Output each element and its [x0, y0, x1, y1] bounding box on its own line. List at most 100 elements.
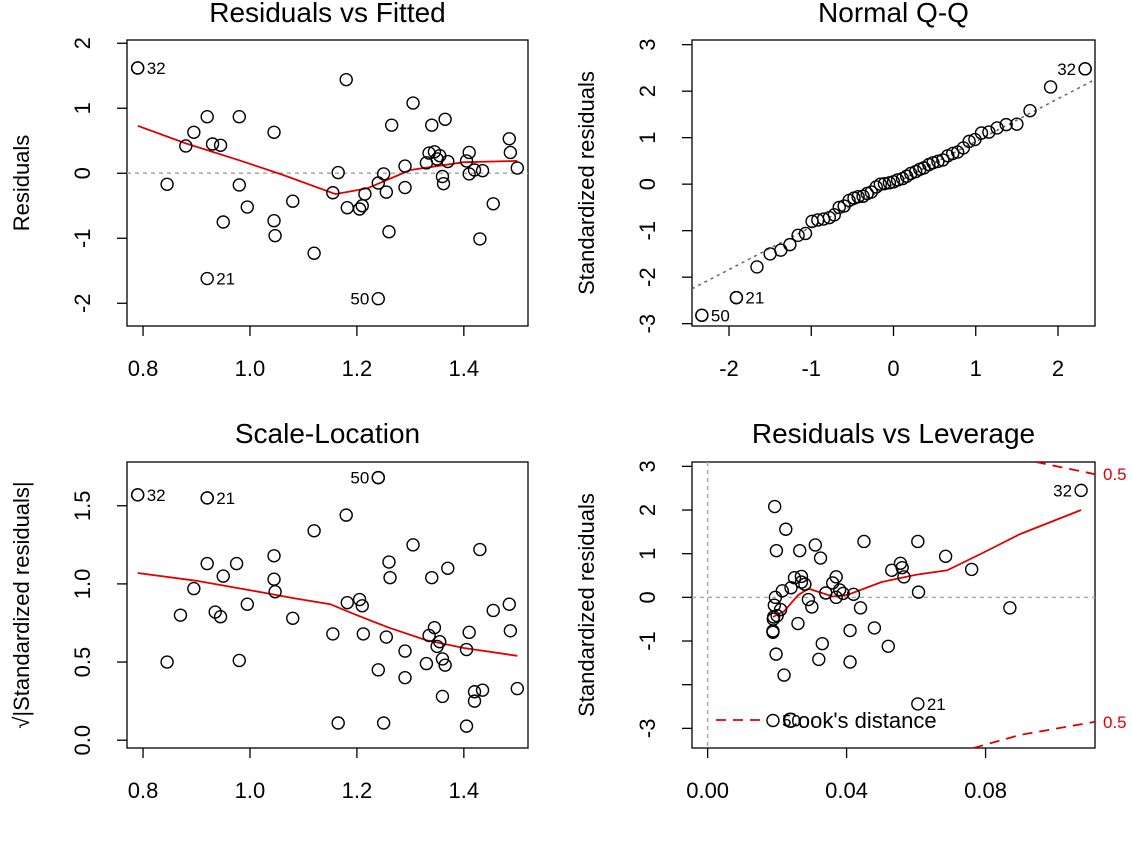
data-point — [435, 652, 450, 666]
data-point — [229, 556, 244, 571]
plot-area — [692, 462, 1095, 748]
data-point — [853, 601, 868, 615]
data-point — [352, 592, 367, 607]
data-point — [791, 616, 805, 631]
point-label: 50 — [711, 306, 730, 325]
data-point — [200, 109, 214, 124]
data-point — [467, 163, 482, 177]
data-point — [435, 169, 450, 184]
y-tick-label: 1 — [635, 548, 660, 560]
data-point — [936, 153, 950, 167]
chart-title: Residuals vs Leverage — [752, 418, 1035, 449]
data-point — [846, 587, 861, 602]
data-point — [794, 569, 809, 584]
data-point — [486, 197, 500, 211]
data-point — [331, 165, 345, 180]
data-point — [926, 156, 940, 170]
y-tick-label: 1 — [70, 102, 95, 114]
data-point — [856, 189, 870, 203]
data-point — [268, 585, 282, 599]
data-point — [232, 109, 246, 124]
plot-frame — [126, 461, 529, 749]
data-point — [406, 96, 420, 110]
data-point — [379, 630, 394, 644]
data-point — [832, 200, 846, 215]
x-tick-label: 1.0 — [235, 356, 266, 381]
data-point — [376, 167, 391, 181]
data-point — [339, 72, 353, 87]
y-tick-label: 1.5 — [70, 490, 95, 521]
data-point — [371, 663, 385, 677]
panel-normal-q-q: Normal Q-Q -2 -1 0 1 2 -3 -2 -1 0 1 2 3 Standardized … — [574, 0, 1096, 381]
y-axis-label: √|Standardized residuals| — [9, 481, 34, 728]
data-point — [267, 213, 281, 228]
point-label: 32 — [147, 59, 166, 78]
data-point — [200, 271, 214, 286]
data-point — [832, 583, 847, 597]
y-tick-label: 1 — [635, 132, 660, 144]
point-label: 21 — [216, 270, 235, 289]
data-point — [974, 126, 989, 140]
data-point — [240, 597, 255, 611]
data-point — [398, 159, 412, 173]
data-point — [791, 228, 805, 243]
panel-scale-location: Scale-Location 0.8 1.0 1.2 1.4 0.0 0.5 1.0 1.5 √|… — [9, 418, 529, 803]
data-point — [1043, 80, 1058, 94]
data-point — [857, 534, 871, 549]
data-point — [160, 655, 174, 669]
data-point — [783, 237, 797, 252]
data-point — [931, 154, 945, 169]
panel-residuals-vs-fitted: Residuals vs Fitted 0.8 1.0 1.2 1.4 -2 -1 0 1 2 Re… — [9, 0, 529, 381]
data-point — [836, 586, 850, 601]
plot-frame — [691, 461, 1096, 749]
data-point — [286, 611, 300, 625]
data-point — [829, 590, 843, 605]
data-point — [864, 185, 878, 199]
data-point — [436, 176, 451, 191]
point-label: 21 — [745, 289, 764, 308]
point-label: 21 — [216, 489, 235, 508]
data-point — [964, 562, 979, 577]
data-point — [232, 653, 246, 668]
data-point — [441, 561, 455, 575]
data-point — [510, 681, 525, 696]
data-point — [1078, 62, 1092, 76]
x-tick-label: 1.2 — [342, 356, 373, 381]
x-tick-label: 0 — [887, 356, 899, 381]
data-point — [371, 292, 385, 306]
data-point — [200, 556, 214, 571]
data-point — [427, 620, 442, 635]
point-label: 32 — [1057, 60, 1076, 79]
data-point — [438, 112, 452, 127]
data-point — [877, 176, 892, 191]
data-point — [459, 154, 474, 168]
y-tick-label: -1 — [70, 228, 95, 248]
data-point — [486, 603, 500, 618]
x-tick-label: 1 — [970, 356, 982, 381]
y-tick-label: 2 — [635, 85, 660, 97]
point-label: 50 — [350, 290, 369, 309]
data-point — [769, 647, 783, 661]
data-point — [179, 139, 193, 153]
y-axis-label: Standardized residuals — [574, 493, 599, 717]
data-point — [307, 246, 321, 260]
data-point — [798, 226, 813, 241]
chart-title: Residuals vs Fitted — [209, 0, 446, 28]
data-point — [510, 161, 525, 175]
point-label: 50 — [350, 469, 369, 488]
y-tick-label: 0 — [70, 167, 95, 179]
data-point — [475, 163, 490, 178]
data-point — [766, 713, 780, 728]
y-tick-label: -3 — [635, 314, 660, 334]
data-point — [213, 138, 228, 153]
data-point — [890, 173, 905, 187]
chart-title: Normal Q-Q — [818, 0, 969, 28]
plot-frame — [126, 39, 529, 327]
y-tick-label: 2 — [635, 504, 660, 516]
data-point — [815, 636, 829, 651]
data-point — [340, 200, 354, 215]
smoother-line — [772, 509, 1082, 618]
data-point — [467, 694, 482, 708]
y-tick-label: -1 — [635, 631, 660, 651]
x-tick-label: 1.2 — [342, 778, 373, 803]
